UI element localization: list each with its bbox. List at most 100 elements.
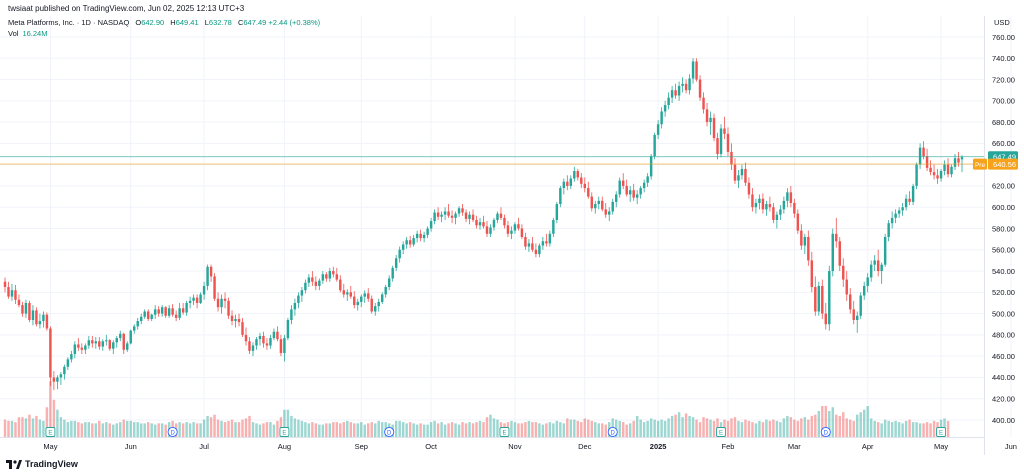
candle [160, 305, 164, 317]
candle [279, 334, 283, 357]
volume-bar [475, 422, 478, 437]
candle [674, 83, 677, 99]
volume-bar [220, 420, 223, 437]
candle-body [339, 279, 342, 291]
candle [831, 228, 834, 277]
volume-bar [178, 422, 181, 437]
candle-body [160, 307, 164, 314]
candle [821, 279, 824, 319]
volume-bar [709, 419, 712, 437]
volume-bar [869, 418, 873, 437]
candle-body [496, 213, 499, 220]
volume-bar [768, 420, 772, 437]
candle [80, 343, 84, 355]
volume-bar [237, 422, 241, 437]
candle [587, 181, 590, 199]
time-axis[interactable]: May Jun Jul Aug Sep Oct Nov Dec 2025 Feb Mar Apr May… [43, 442, 1017, 451]
candle-body [384, 287, 387, 295]
candle [276, 326, 279, 342]
candle [17, 294, 21, 308]
volume-value: 16.24M [22, 29, 48, 38]
candle-body [569, 178, 573, 186]
candle-body [485, 226, 489, 234]
candle [429, 217, 433, 232]
volume-bar [255, 423, 258, 437]
pre-price-tag [988, 158, 1018, 170]
time-tick-label: Feb [722, 442, 735, 451]
candle [87, 335, 91, 349]
candle-body [398, 249, 401, 259]
candle-body [433, 212, 436, 222]
price-tick-label: 600.00 [992, 203, 1015, 212]
candle [698, 75, 702, 101]
price-axis[interactable]: 400.00 420.00 440.00 460.00 480.00 500.00 520.… [992, 33, 1015, 425]
candle-body [524, 237, 527, 247]
candle [384, 284, 387, 298]
candle [632, 183, 635, 201]
earnings-marker-label: E [939, 430, 943, 436]
candle-body [744, 168, 747, 183]
candle-body [796, 213, 800, 231]
candle [936, 168, 939, 184]
candle-body [894, 213, 897, 218]
candle [70, 350, 73, 363]
candle [248, 337, 251, 355]
candle-body [164, 307, 167, 316]
candle-body [821, 285, 824, 314]
volume-bar [332, 422, 335, 437]
tradingview-logo-text: TradingView [25, 459, 78, 469]
volume-bar [272, 424, 276, 437]
volume-bar [712, 420, 716, 437]
volume-bar [24, 418, 28, 437]
volume-bar [887, 420, 890, 437]
candle [133, 324, 136, 334]
candle [601, 196, 604, 212]
dividend-marker [384, 426, 395, 438]
candle-body [604, 209, 607, 215]
volume-bar [108, 423, 112, 437]
candle [555, 201, 559, 224]
candle-body [80, 347, 84, 350]
candle-body [670, 90, 674, 98]
candle [255, 337, 258, 350]
candle [842, 258, 845, 288]
candle-body [918, 147, 922, 165]
candle-body [108, 340, 112, 349]
price-tick-label: 620.00 [992, 182, 1015, 191]
candle [890, 211, 894, 229]
candle [206, 264, 209, 291]
candle-body [663, 105, 667, 112]
candle [566, 175, 569, 191]
volume-bar [230, 419, 234, 437]
symbol-name[interactable]: Meta Platforms, Inc. · 1D · NASDAQ [8, 18, 130, 27]
candle [391, 265, 394, 282]
chart-grid [0, 16, 1012, 437]
volume-bar [677, 412, 681, 437]
candle [817, 281, 821, 316]
candle [454, 211, 457, 225]
candle [702, 92, 705, 114]
candle [932, 164, 936, 180]
volume-bar [209, 417, 213, 437]
tradingview-logo[interactable]: TradingView [6, 459, 78, 469]
candle [751, 188, 754, 212]
volume-bar [98, 420, 101, 437]
candle-body [24, 302, 28, 314]
volume-bar [594, 422, 597, 437]
volume-bar [415, 424, 419, 437]
candle-body [56, 377, 59, 382]
candle [157, 306, 160, 317]
candle [105, 334, 108, 346]
volume-bar [730, 418, 733, 437]
volume-bar [670, 415, 674, 437]
candle-body [908, 198, 911, 202]
time-tick-label: Mar [788, 442, 801, 451]
candle [646, 173, 649, 188]
candle [360, 294, 363, 308]
volume-bar [618, 420, 621, 437]
candle-body [119, 333, 122, 339]
candle-body [10, 290, 14, 297]
candle-body [346, 292, 349, 295]
candle [656, 119, 660, 140]
